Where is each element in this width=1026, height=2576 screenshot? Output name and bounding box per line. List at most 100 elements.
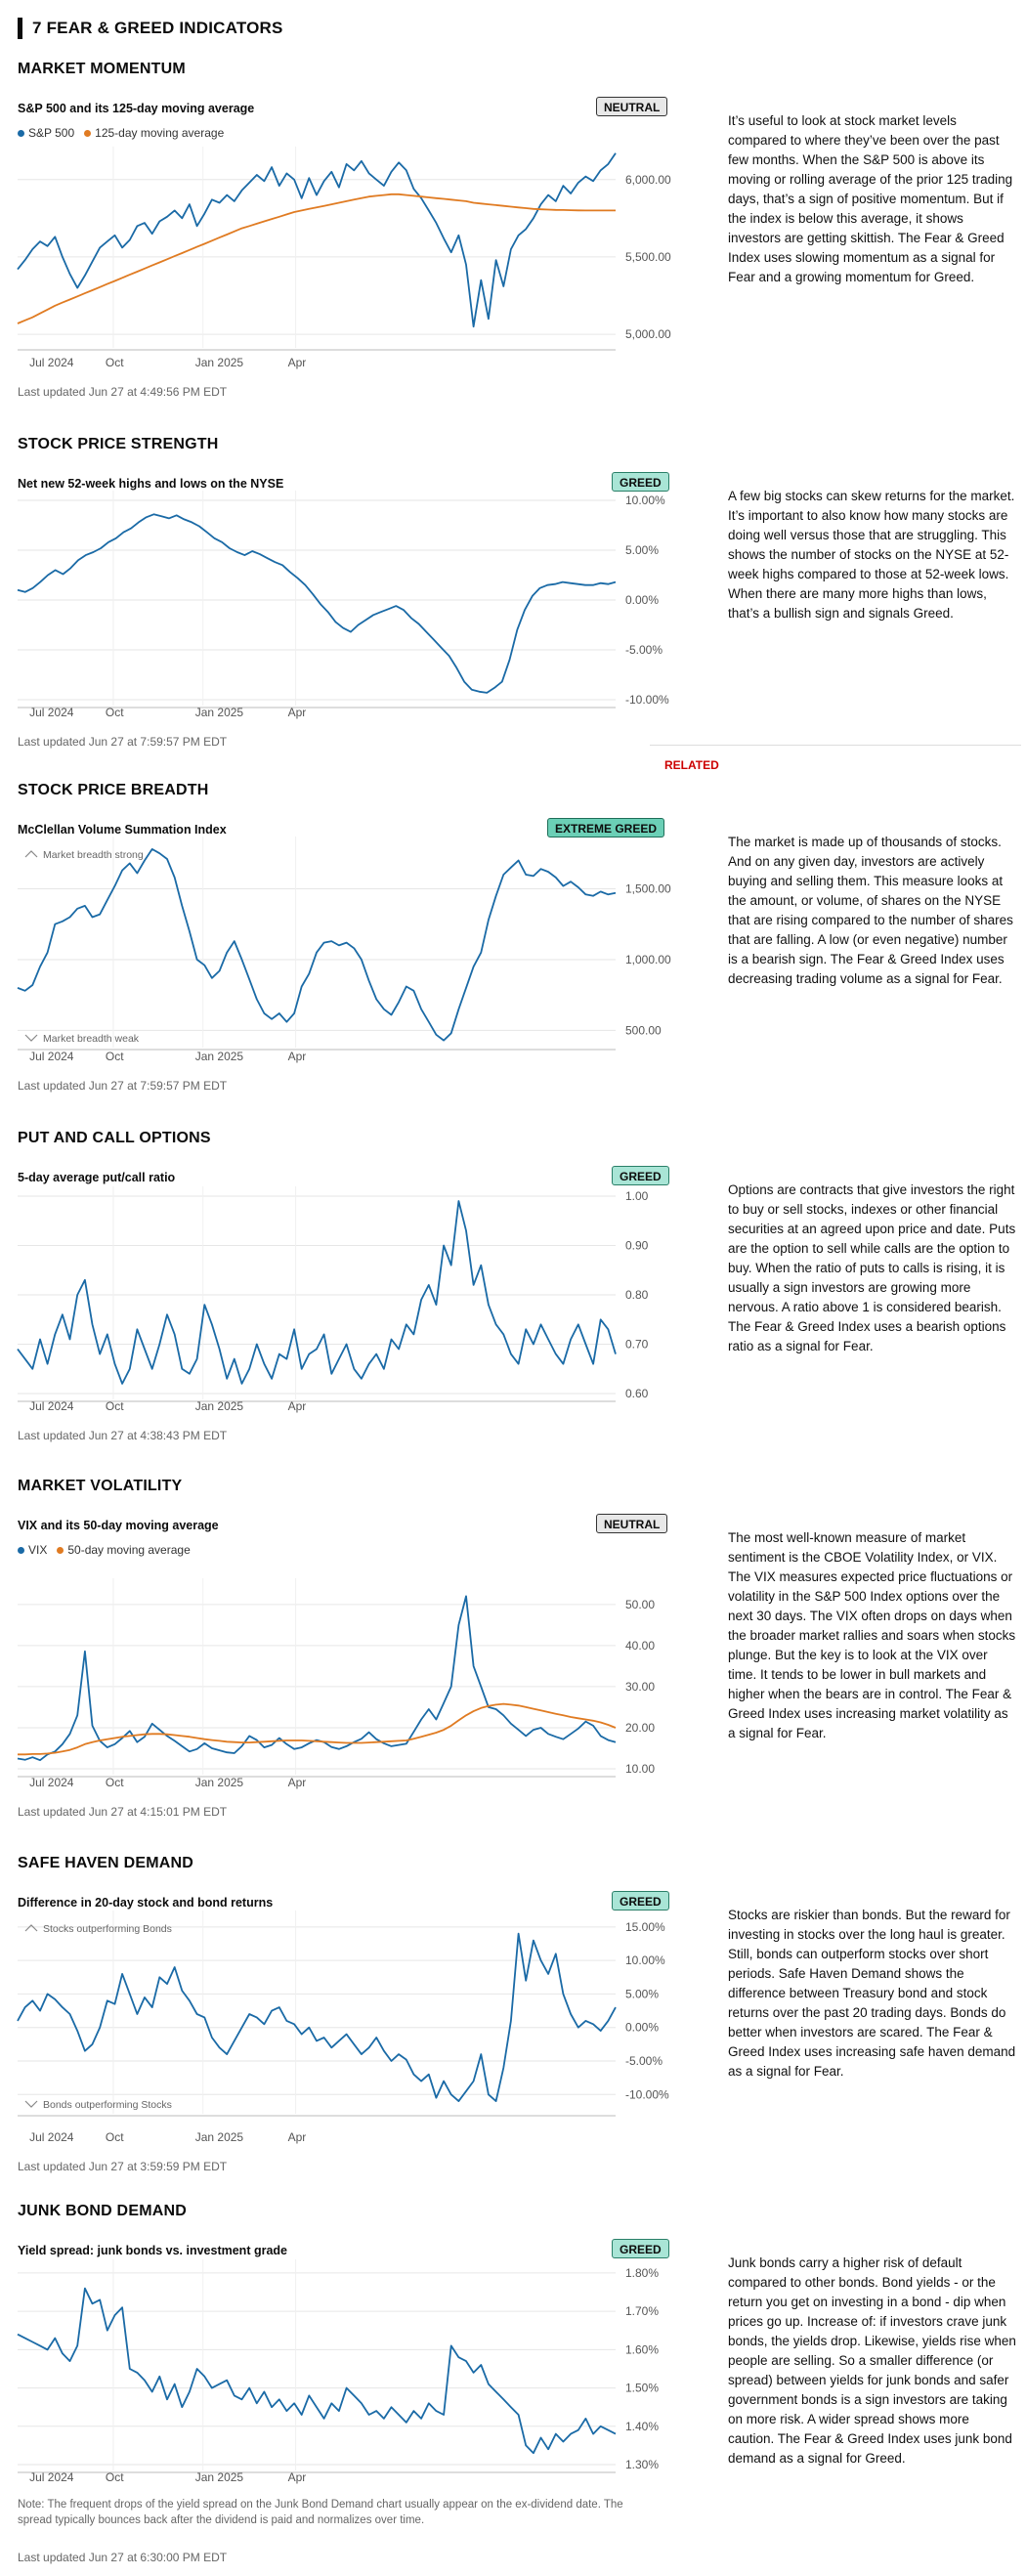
x-tick-label: Apr <box>288 356 307 369</box>
x-tick-label: Jul 2024 <box>29 2470 74 2484</box>
y-tick-label: -5.00% <box>625 643 663 657</box>
y-tick-label: 10.00% <box>625 494 665 507</box>
section-title: STOCK PRICE STRENGTH <box>18 436 219 452</box>
legend-item: VIX <box>18 1543 47 1557</box>
related-link[interactable]: RELATED <box>664 758 719 772</box>
legend-label: S&P 500 <box>28 126 75 140</box>
y-tick-label: 5.00% <box>625 1987 659 2000</box>
y-tick-label: 0.90 <box>625 1239 649 1253</box>
legend-swatch <box>18 130 24 138</box>
x-tick-label: Oct <box>106 356 124 369</box>
series-line-primary <box>17 1932 617 2103</box>
chart-legend: VIX 50-day moving average <box>18 1543 191 1557</box>
series-line-primary <box>17 1595 617 1762</box>
x-tick-label: Apr <box>288 2470 307 2484</box>
series-line-moving-average <box>18 1702 617 1756</box>
y-tick-label: 10.00% <box>625 1953 665 1967</box>
legend-label: 125-day moving average <box>95 126 225 140</box>
y-tick-label: 50.00 <box>625 1598 655 1611</box>
x-tick-label: Jul 2024 <box>29 1776 74 1789</box>
x-tick-label: Jul 2024 <box>29 2130 74 2144</box>
y-tick-label: 5,500.00 <box>625 250 671 264</box>
x-tick-label: Jan 2025 <box>195 1776 244 1789</box>
chevron-down-icon <box>24 2100 38 2108</box>
legend-swatch <box>18 1547 24 1555</box>
y-tick-label: 5.00% <box>625 543 659 557</box>
indicator-description: A few big stocks can skew returns for th… <box>728 489 1015 621</box>
legend-label: 50-day moving average <box>67 1543 191 1557</box>
last-updated: Last updated Jun 27 at 4:38:43 PM EDT <box>18 1429 228 1442</box>
section-title: SAFE HAVEN DEMAND <box>18 1855 194 1871</box>
last-updated: Last updated Jun 27 at 6:30:00 PM EDT <box>18 2551 228 2564</box>
y-tick-label: 1.70% <box>625 2304 659 2318</box>
x-tick-label: Jul 2024 <box>29 1399 74 1413</box>
x-tick-label: Apr <box>288 2130 307 2144</box>
sentiment-badge: NEUTRAL <box>596 97 668 116</box>
y-tick-label: 1.80% <box>625 2266 659 2280</box>
y-tick-label: 500.00 <box>625 1023 662 1037</box>
chart-subtitle: Net new 52-week highs and lows on the NY… <box>18 477 284 491</box>
y-tick-label: 0.70 <box>625 1338 649 1352</box>
y-tick-label: 1.60% <box>625 2342 659 2356</box>
legend-swatch <box>84 130 92 138</box>
annotation-label: Market breadth strong <box>43 849 144 861</box>
y-tick-label: -10.00% <box>625 2087 669 2101</box>
section-title: PUT AND CALL OPTIONS <box>18 1130 211 1146</box>
x-tick-label: Apr <box>288 1776 307 1789</box>
x-tick-label: Jan 2025 <box>195 1399 244 1413</box>
sentiment-badge: GREED <box>612 1166 669 1185</box>
header-accent-bar <box>18 18 22 39</box>
sentiment-badge: GREED <box>612 2239 669 2258</box>
y-tick-label: 1,000.00 <box>625 953 671 966</box>
sentiment-badge: EXTREME GREED <box>547 818 665 837</box>
chart-subtitle: Yield spread: junk bonds vs. investment … <box>18 2244 287 2257</box>
legend-item: 125-day moving average <box>84 126 224 140</box>
y-tick-label: 0.00% <box>625 2021 659 2035</box>
series-line-primary <box>17 2287 617 2455</box>
series-line-moving-average <box>17 193 616 324</box>
annotation-label: Market breadth weak <box>43 1033 140 1045</box>
series-line-primary <box>17 1200 617 1385</box>
chevron-up-icon <box>24 1924 38 1932</box>
indicator-description: The most well-known measure of market se… <box>728 1530 1016 1740</box>
x-tick-label: Jul 2024 <box>29 356 74 369</box>
indicator-description: Stocks are riskier than bonds. But the r… <box>728 1908 1016 2079</box>
x-tick-label: Jan 2025 <box>195 2470 244 2484</box>
last-updated: Last updated Jun 27 at 4:15:01 PM EDT <box>18 1805 228 1819</box>
legend-item: 50-day moving average <box>57 1543 191 1557</box>
related-divider <box>650 745 1021 746</box>
chart-subtitle: Difference in 20-day stock and bond retu… <box>18 1896 274 1910</box>
last-updated: Last updated Jun 27 at 7:59:57 PM EDT <box>18 735 228 749</box>
y-tick-label: 30.00 <box>625 1680 655 1694</box>
x-tick-label: Apr <box>288 706 307 719</box>
section-title: STOCK PRICE BREADTH <box>18 782 209 798</box>
chevron-down-icon <box>24 1034 38 1042</box>
page-header: 7 FEAR & GREED INDICATORS <box>18 18 283 39</box>
x-tick-label: Jan 2025 <box>195 706 244 719</box>
y-tick-label: 5,000.00 <box>625 327 671 341</box>
y-tick-label: 1.50% <box>625 2382 659 2395</box>
sentiment-badge: NEUTRAL <box>596 1514 668 1533</box>
chart-note: Note: The frequent drops of the yield sp… <box>18 2499 623 2526</box>
legend-label: VIX <box>28 1543 48 1557</box>
y-tick-label: -5.00% <box>625 2054 663 2068</box>
section-title: MARKET MOMENTUM <box>18 61 186 77</box>
y-tick-label: 0.80 <box>625 1288 649 1302</box>
x-tick-label: Oct <box>106 706 124 719</box>
y-tick-label: 20.00 <box>625 1721 655 1735</box>
annotation-label: Stocks outperforming Bonds <box>43 1923 172 1935</box>
y-tick-label: 0.60 <box>625 1387 649 1400</box>
series-line-primary <box>17 848 617 1042</box>
last-updated: Last updated Jun 27 at 7:59:57 PM EDT <box>18 1079 228 1093</box>
legend-item: S&P 500 <box>18 126 74 140</box>
x-tick-label: Jul 2024 <box>29 706 74 719</box>
y-tick-label: 6,000.00 <box>625 173 671 187</box>
x-tick-label: Apr <box>288 1050 307 1063</box>
x-tick-label: Jul 2024 <box>29 1050 74 1063</box>
